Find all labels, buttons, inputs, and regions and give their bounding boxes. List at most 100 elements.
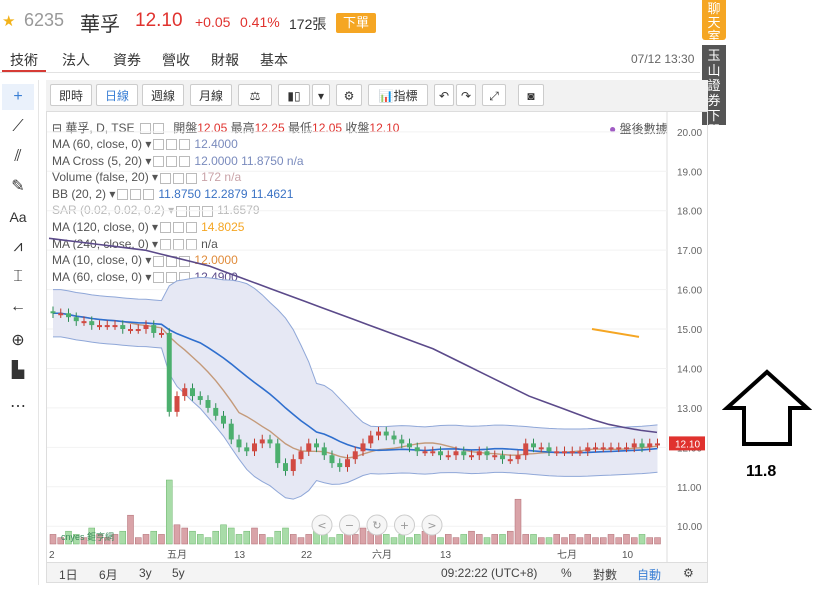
after-hours-link[interactable]: ● 盤後數據 <box>609 122 668 136</box>
legend-row-icon[interactable] <box>186 222 198 234</box>
collapse-icon[interactable]: ⊟ <box>52 121 63 135</box>
settings-icon[interactable] <box>152 123 164 135</box>
ruler-icon[interactable]: ▙ <box>11 362 25 379</box>
chat-room-button[interactable]: 聊天室 <box>702 0 726 44</box>
legend-row-icon[interactable] <box>153 272 165 284</box>
tab-financials[interactable]: 財報 <box>211 52 239 68</box>
order-button[interactable]: 下單 <box>336 13 376 33</box>
measure-icon[interactable]: ⌶ <box>13 268 23 285</box>
legend-row-icon[interactable] <box>186 172 198 184</box>
nav-button[interactable] <box>366 514 388 536</box>
monthly-button[interactable]: 月線 <box>190 84 232 106</box>
volume-bar <box>228 527 235 545</box>
legend-row-icon[interactable] <box>160 222 172 234</box>
text-icon[interactable]: Aa <box>9 209 27 225</box>
legend-row-icon[interactable] <box>130 189 142 201</box>
legend-row-icon[interactable] <box>153 139 165 151</box>
eye-icon[interactable] <box>139 123 151 135</box>
candle-body <box>104 325 110 328</box>
legend-row-icon[interactable] <box>117 189 129 201</box>
range-5y[interactable]: 5y <box>172 566 185 580</box>
brush-icon[interactable]: ✎ <box>11 178 25 195</box>
candle-body <box>531 443 536 448</box>
candle-type-icon[interactable]: ▮▯ <box>278 84 310 106</box>
legend-row-label[interactable]: MA (60, close, 0) ▾ <box>52 269 152 284</box>
legend-row-label[interactable]: MA Cross (5, 20) ▾ <box>52 153 152 168</box>
volume-text: 172張 <box>289 16 327 32</box>
fullscreen-icon[interactable]: ⤢ <box>482 84 506 106</box>
weekly-button[interactable]: 週線 <box>142 84 184 106</box>
legend-row-label[interactable]: MA (10, close, 0) ▾ <box>52 253 152 268</box>
legend-row-icon[interactable] <box>160 172 172 184</box>
indicators-button[interactable]: 📊指標 <box>368 84 428 106</box>
volume-bar <box>445 534 452 545</box>
legend-row-icon[interactable] <box>189 205 201 217</box>
percent-toggle[interactable]: % <box>561 566 572 580</box>
legend-row-label[interactable]: BB (20, 2) ▾ <box>52 186 116 201</box>
volume-bar <box>584 534 591 545</box>
up-arrow-icon <box>722 369 812 446</box>
zoom-icon[interactable]: ⊕ <box>11 332 25 349</box>
tab-basic[interactable]: 基本 <box>260 52 288 68</box>
legend-row-icon[interactable] <box>160 238 172 250</box>
volume-bar <box>638 534 646 545</box>
legend-row-icon[interactable] <box>173 222 185 234</box>
gear-icon[interactable]: ⚙ <box>336 84 362 106</box>
legend-row-label[interactable]: MA (60, close, 0) ▾ <box>52 137 152 151</box>
camera-icon[interactable]: ◙ <box>518 84 544 106</box>
volume-bar <box>189 530 196 545</box>
legend-row-icon[interactable] <box>166 139 178 151</box>
legend-row-icon[interactable] <box>166 155 178 167</box>
more-icon[interactable]: ⋯ <box>10 398 26 415</box>
legend-row-icon[interactable] <box>186 238 198 250</box>
tab-margin[interactable]: 資券 <box>113 52 141 68</box>
active-tab-indicator <box>2 70 46 72</box>
legend-row-label[interactable]: Volume (false, 20) ▾ <box>52 170 159 185</box>
legend-row-icon[interactable] <box>173 238 185 250</box>
redo-icon[interactable]: ↷ <box>456 84 476 106</box>
undo-icon[interactable]: ↶ <box>434 84 454 106</box>
log-toggle[interactable]: 對數 <box>593 568 618 582</box>
volume-bar <box>243 530 250 545</box>
crosshair-icon[interactable]: + <box>2 84 34 110</box>
legend-row-icon[interactable] <box>176 205 188 217</box>
nav-button[interactable] <box>311 514 333 536</box>
trendline-icon[interactable]: ⟋ <box>12 118 24 135</box>
price-chart[interactable]: 20.00 19.00 18.00 17.00 16.00 15.00 14.00 13.00… <box>47 112 707 562</box>
volume-bar <box>212 530 219 545</box>
legend-row-label[interactable]: MA (120, close, 0) ▾ <box>52 220 159 234</box>
nav-button-label: + <box>400 519 409 532</box>
intraday-button[interactable]: 即時 <box>50 84 92 106</box>
legend-row-icon[interactable] <box>166 272 178 284</box>
nav-button-label: − <box>345 519 354 532</box>
range-1d[interactable]: 1日 <box>59 568 78 582</box>
daily-button[interactable]: 日線 <box>96 84 138 106</box>
back-arrow-icon[interactable]: ← <box>10 298 26 315</box>
legend-row-label[interactable]: MA (240, close, 0) ▾ <box>52 236 159 251</box>
legend-row-icon[interactable] <box>179 139 191 151</box>
legend-row-icon[interactable] <box>202 205 214 217</box>
legend-row-icon[interactable] <box>179 155 191 167</box>
range-6m[interactable]: 6月 <box>99 568 118 582</box>
nav-button[interactable] <box>394 514 415 536</box>
tab-revenue[interactable]: 營收 <box>162 52 190 68</box>
auto-toggle[interactable]: 自動 <box>637 568 662 582</box>
pattern-icon[interactable]: ⩘ <box>13 238 23 255</box>
compare-icon[interactable]: ⚖ <box>238 84 272 106</box>
legend-row-icon[interactable] <box>153 255 165 267</box>
gear-icon[interactable]: ⚙ <box>683 566 694 580</box>
nav-button[interactable] <box>421 514 443 536</box>
legend-row-icon[interactable] <box>153 155 165 167</box>
volume-bar <box>429 534 436 545</box>
tab-institutional[interactable]: 法人 <box>62 52 90 68</box>
chevron-down-icon[interactable]: ▾ <box>312 84 330 106</box>
volume-bar <box>553 534 560 545</box>
legend-row-icon[interactable] <box>143 189 155 201</box>
range-3y[interactable]: 3y <box>139 566 152 580</box>
nav-button[interactable] <box>339 514 360 536</box>
star-icon[interactable]: ★ <box>2 13 16 30</box>
x-tick-label: 五月 <box>167 549 187 561</box>
tab-technical[interactable]: 技術 <box>10 52 38 68</box>
legend-row-icon[interactable] <box>173 172 185 184</box>
fib-icon[interactable]: ⫽ <box>14 148 22 165</box>
